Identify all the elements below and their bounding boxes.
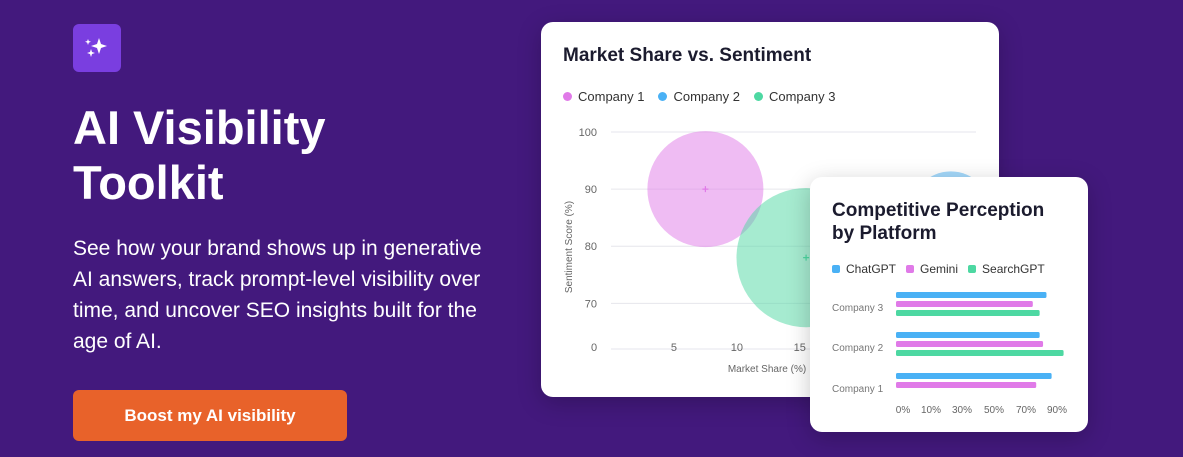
bar-company-2-chatgpt <box>896 332 1040 338</box>
bubble-center-company-1 <box>702 186 709 193</box>
bar-company-1-gemini <box>896 382 1037 388</box>
competitive-perception-card: Competitive Perception by Platform ChatG… <box>810 177 1088 432</box>
x-tick-15: 15 <box>794 342 806 354</box>
bar-x-tick-50: 50% <box>984 405 1004 416</box>
hero-description: See how your brand shows up in generativ… <box>73 237 482 353</box>
y-tick-80: 80 <box>585 241 597 253</box>
legend-label-gemini: Gemini <box>920 262 959 276</box>
legend-swatch-gemini <box>906 265 915 273</box>
market-share-chart-title: Market Share vs. Sentiment <box>563 45 812 66</box>
bar-x-tick-10: 10% <box>921 405 941 416</box>
bubble-center-company-3 <box>803 254 810 261</box>
market-share-legend: Company 1 Company 2 Company 3 <box>563 89 849 104</box>
legend-dot-company-1 <box>563 92 572 101</box>
bar-company-3-chatgpt <box>896 292 1047 298</box>
x-tick-5: 5 <box>671 342 677 354</box>
legend-company-3: Company 3 <box>753 89 836 104</box>
legend-label-company-2: Company 2 <box>673 89 740 104</box>
legend-dot-company-2 <box>658 92 668 101</box>
bar-company-2-searchgpt <box>896 350 1064 356</box>
legend-company-2: Company 2 <box>658 89 740 104</box>
platform-bar-chart: Company 3 Company 2 Company 1 0% 10% 30% 50% 70… <box>832 292 1067 416</box>
bar-company-3-gemini <box>896 301 1033 307</box>
bar-company-3-searchgpt <box>896 310 1040 316</box>
headline-line-2: Toolkit <box>73 156 224 209</box>
competitive-perception-title-line-2: by Platform <box>832 223 937 244</box>
competitive-perception-title-line-1: Competitive Perception <box>832 200 1045 221</box>
y-axis-label: Sentiment Score (%) <box>564 201 575 293</box>
bar-company-1-chatgpt <box>896 373 1052 379</box>
legend-label-chatgpt: ChatGPT <box>846 262 897 276</box>
platform-legend: ChatGPT Gemini SearchGPT <box>832 262 1059 276</box>
category-label-company-1: Company 1 <box>832 384 884 395</box>
category-label-company-3: Company 3 <box>832 303 884 314</box>
legend-chatgpt: ChatGPT <box>832 262 896 276</box>
bar-x-tick-70: 70% <box>1016 405 1036 416</box>
legend-dot-company-3 <box>753 92 763 101</box>
x-axis-label: Market Share (%) <box>728 364 806 375</box>
y-tick-70: 70 <box>585 298 597 310</box>
legend-label-company-1: Company 1 <box>578 89 645 104</box>
x-tick-0: 0 <box>591 342 597 354</box>
bar-x-tick-30: 30% <box>952 405 972 416</box>
bar-company-2-gemini <box>896 341 1044 347</box>
legend-swatch-chatgpt <box>832 265 840 273</box>
x-tick-10: 10 <box>731 342 743 354</box>
competitive-perception-title: Competitive Perception by Platform <box>832 199 1072 245</box>
bubble-chart: 100 90 80 70 0 5 10 15 Market Share (%) Sentiment… <box>564 127 992 375</box>
y-tick-100: 100 <box>579 127 597 139</box>
page-title: AI Visibility Toolkit <box>73 100 493 210</box>
legend-label-company-3: Company 3 <box>768 89 836 104</box>
legend-label-searchgpt: SearchGPT <box>982 262 1045 276</box>
sparkles-icon-badge <box>73 24 121 72</box>
headline-line-1: AI Visibility <box>73 101 326 154</box>
legend-swatch-searchgpt <box>968 265 977 273</box>
legend-company-1: Company 1 <box>563 89 644 104</box>
bar-x-tick-0: 0% <box>896 405 911 416</box>
legend-searchgpt: SearchGPT <box>968 262 1045 276</box>
bar-x-tick-90: 90% <box>1047 405 1067 416</box>
legend-gemini: Gemini <box>906 262 958 276</box>
sparkles-icon <box>85 38 107 57</box>
y-tick-90: 90 <box>585 184 597 196</box>
category-label-company-2: Company 2 <box>832 343 884 354</box>
boost-visibility-button[interactable]: Boost my AI visibility <box>73 390 347 441</box>
